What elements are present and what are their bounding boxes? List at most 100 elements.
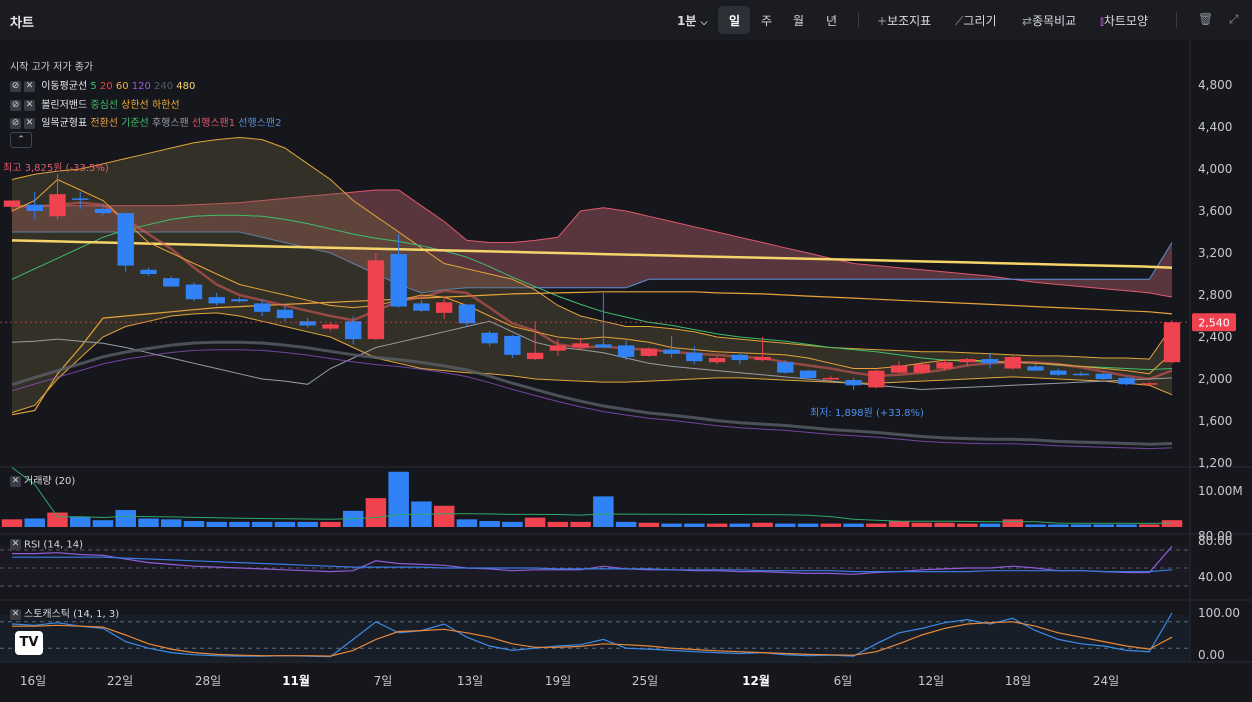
ma480-line [11, 239, 1173, 269]
ichimoku-span2-line [12, 231, 1173, 294]
compare-button[interactable]: ⇄종목비교 [1022, 12, 1076, 29]
volume-bar [638, 522, 660, 527]
price-tick-label: 2,400 [1198, 330, 1232, 344]
volume-bar [615, 521, 637, 527]
ichimoku-span1-line [12, 189, 1173, 298]
volume-bar [456, 519, 478, 527]
plus-icon: + [877, 14, 888, 28]
volume-bar [92, 520, 114, 527]
interval-label: 1분 [677, 14, 697, 28]
compare-label: 종목비교 [1032, 14, 1077, 28]
volume-bar [843, 523, 864, 527]
legend-ichimoku-item-2: 후행스팬 [151, 118, 192, 129]
legend-ma-name: 이동평균선 [41, 81, 88, 92]
legend-ichimoku-name: 일목균형표 [41, 118, 88, 129]
candle-body [1141, 383, 1158, 385]
volume-bar [365, 498, 387, 527]
eye-off-icon[interactable]: ⊘ [10, 117, 21, 129]
volume-bar [479, 521, 500, 527]
volume-bar [1116, 524, 1137, 527]
volume-bar [979, 523, 1001, 527]
compare-icon: ⇄ [1022, 14, 1033, 28]
candle-body [526, 352, 544, 360]
period-year-button[interactable]: 년 [826, 14, 838, 28]
stoch-d-line [12, 621, 1173, 657]
candle-body [504, 335, 521, 355]
chevron-down-icon: ⌵ [700, 18, 708, 28]
pencil-icon: ⟋ [955, 14, 964, 28]
volume-bar [502, 521, 523, 527]
candle-body [686, 352, 703, 362]
legend-ma-periods: 5 20 60 120 240 480 [90, 81, 195, 92]
legend-ichimoku: ⊘ ✕ 일목균형표 전환선 기준선 후행스팬 선행스팬1 선행스팬2 [10, 114, 281, 129]
chikou-line [11, 320, 1173, 391]
collapse-legend-button[interactable]: ⌃ [10, 132, 32, 148]
high-annotation: 최고 3,825원 (-33.5%) [3, 163, 109, 174]
price-tick-label: 3,600 [1198, 204, 1232, 218]
close-icon[interactable]: ✕ [10, 475, 21, 487]
volume-bar [820, 523, 842, 527]
legend-ma-period-3: 120 [131, 81, 154, 92]
candle-body [72, 198, 89, 200]
volume-bar [684, 523, 705, 527]
volume-ma-line [11, 467, 1173, 524]
interval-select[interactable]: 1분 ⌵ [677, 12, 707, 29]
chart-type-button[interactable]: ⫾차트모양 [1100, 12, 1148, 29]
trash-icon[interactable]: 🗑 [1198, 12, 1214, 26]
x-tick-label: 16일 [20, 674, 46, 688]
legend-ma-period-4: 240 [154, 81, 177, 92]
close-icon[interactable]: ✕ [10, 608, 21, 620]
active-period-highlight [718, 6, 750, 34]
x-tick-label: 22일 [107, 674, 133, 688]
volume-bar [206, 521, 227, 527]
candle-body [140, 269, 157, 274]
last-price-label: 2,540 [1198, 316, 1230, 329]
volume-bar [320, 521, 341, 527]
period-day-button[interactable]: 일 [729, 14, 741, 28]
price-tick-label: 1,600 [1198, 414, 1232, 428]
candle-body [299, 321, 316, 326]
draw-button[interactable]: ⟋그리기 [955, 12, 997, 29]
period-week-button[interactable]: 주 [761, 14, 773, 28]
candle-body [572, 343, 589, 348]
stoch-pane-label: ✕ 스토캐스틱 (14, 1, 3) [10, 605, 119, 620]
price-pane-bg [0, 40, 1190, 462]
volume-bar [1002, 519, 1024, 527]
volume-tick-label: 10.00M [1198, 484, 1243, 498]
volume-bar [957, 523, 978, 527]
candle-body [845, 380, 862, 386]
ohlc-header: 시작 고가 저가 종가 [10, 62, 94, 73]
tradingview-logo: TV [15, 631, 43, 655]
close-icon[interactable]: ✕ [24, 117, 35, 129]
x-tick-label: 13일 [457, 674, 483, 688]
price-chart[interactable]: 2,540 4,800 4,400 4,000 3,600 3,200 2,800 2,400… [0, 40, 1252, 702]
legend-bb: ⊘ ✕ 볼린저밴드 중심선 상한선 하한선 [10, 96, 180, 111]
volume-pane-label: ✕ 거래량 (20) [10, 472, 75, 487]
candle-body [3, 200, 21, 207]
volume-bar [593, 496, 614, 527]
candle-body [458, 304, 476, 324]
x-tick-label: 7일 [374, 674, 393, 688]
close-icon[interactable]: ✕ [24, 80, 35, 92]
candle-body [26, 204, 43, 211]
close-icon[interactable]: ✕ [24, 99, 35, 111]
volume-bar [1025, 524, 1046, 527]
period-month-button[interactable]: 월 [793, 14, 805, 28]
candle-body [549, 345, 567, 351]
candle-body [322, 324, 339, 329]
candle-body [913, 364, 930, 373]
close-icon[interactable]: ✕ [10, 539, 21, 550]
eye-off-icon[interactable]: ⊘ [10, 80, 21, 92]
legend-ichimoku-item-1: 기준선 [121, 118, 152, 129]
expand-icon[interactable]: ⤢ [1229, 12, 1239, 26]
eye-off-icon[interactable]: ⊘ [10, 99, 21, 111]
low-annotation: 최저: 1,898원 (+33.8%) [810, 408, 924, 419]
volume-bar [160, 519, 182, 527]
volume-bar [547, 521, 569, 527]
volume-bar [661, 523, 682, 527]
stoch-tick-label: 100.00 [1198, 606, 1240, 620]
ma5-line [11, 201, 1173, 381]
indicators-button[interactable]: +보조지표 [877, 12, 931, 29]
price-tick-label: 4,800 [1198, 78, 1232, 92]
candle-body [959, 359, 976, 363]
